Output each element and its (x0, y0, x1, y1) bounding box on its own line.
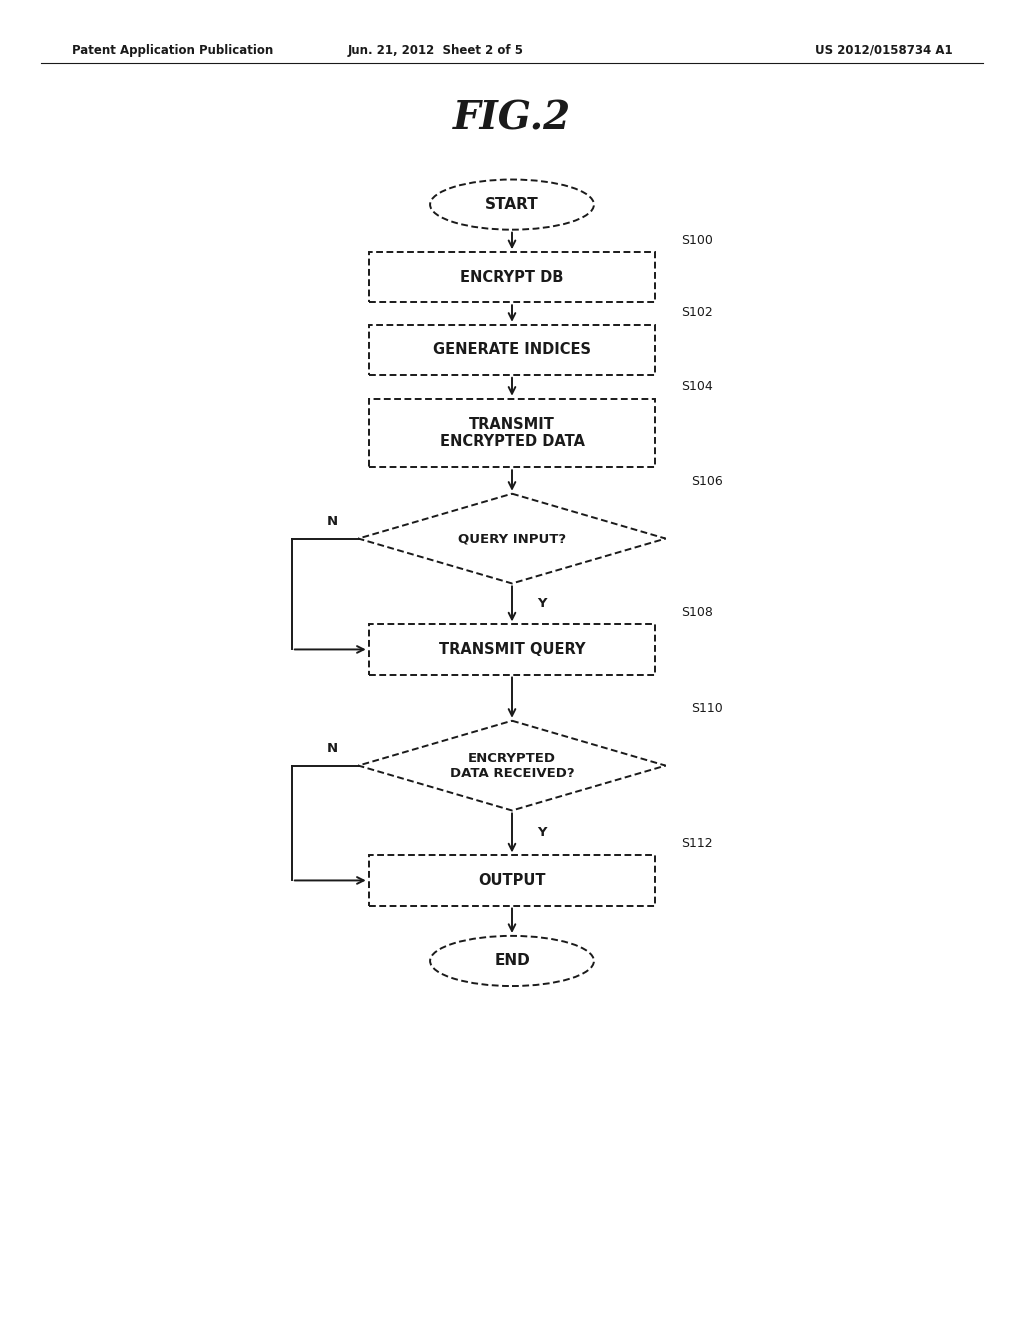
Text: ENCRYPT DB: ENCRYPT DB (461, 269, 563, 285)
Text: S102: S102 (681, 306, 713, 319)
Text: OUTPUT: OUTPUT (478, 873, 546, 888)
Text: S104: S104 (681, 380, 713, 393)
Text: Y: Y (538, 598, 547, 610)
Text: N: N (327, 515, 338, 528)
Text: S100: S100 (681, 234, 713, 247)
Text: QUERY INPUT?: QUERY INPUT? (458, 532, 566, 545)
Text: FIG.2: FIG.2 (453, 100, 571, 137)
Text: ENCRYPTED
DATA RECEIVED?: ENCRYPTED DATA RECEIVED? (450, 751, 574, 780)
Text: Y: Y (538, 826, 547, 840)
Text: Patent Application Publication: Patent Application Publication (72, 44, 273, 57)
Text: GENERATE INDICES: GENERATE INDICES (433, 342, 591, 358)
Text: TRANSMIT
ENCRYPTED DATA: TRANSMIT ENCRYPTED DATA (439, 417, 585, 449)
Text: S112: S112 (681, 837, 713, 850)
Text: Jun. 21, 2012  Sheet 2 of 5: Jun. 21, 2012 Sheet 2 of 5 (347, 44, 523, 57)
Text: S110: S110 (691, 702, 723, 715)
Text: S106: S106 (691, 475, 723, 488)
Text: START: START (485, 197, 539, 213)
Text: END: END (495, 953, 529, 969)
Text: US 2012/0158734 A1: US 2012/0158734 A1 (815, 44, 952, 57)
Text: N: N (327, 742, 338, 755)
Text: S108: S108 (681, 606, 713, 619)
Text: TRANSMIT QUERY: TRANSMIT QUERY (438, 642, 586, 657)
